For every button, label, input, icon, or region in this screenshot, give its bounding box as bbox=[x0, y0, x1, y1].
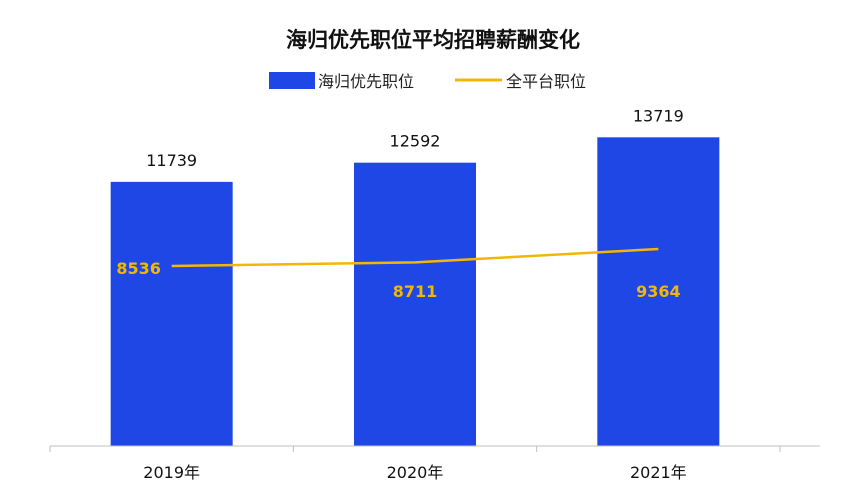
bar bbox=[354, 162, 476, 446]
line-value-label: 8711 bbox=[393, 282, 438, 301]
x-tick-label: 2021年 bbox=[630, 463, 687, 482]
line-value-label: 9364 bbox=[636, 282, 681, 301]
legend: 海归优先职位 全平台职位 bbox=[269, 72, 586, 91]
legend-label-line: 全平台职位 bbox=[506, 72, 586, 91]
data-labels: 11739 12592 13719 8536 8711 9364 bbox=[116, 106, 683, 301]
bar-value-label: 11739 bbox=[146, 151, 197, 170]
legend-swatch-bars bbox=[269, 72, 315, 89]
x-tick-label: 2019年 bbox=[143, 463, 200, 482]
line-path bbox=[171, 247, 659, 268]
bar-value-label: 13719 bbox=[633, 106, 684, 125]
bar-series bbox=[110, 137, 720, 446]
line-value-label: 8536 bbox=[116, 259, 161, 278]
bar bbox=[597, 137, 720, 446]
bar bbox=[110, 181, 233, 446]
line-series bbox=[171, 247, 659, 268]
bar-value-label: 12592 bbox=[390, 132, 441, 151]
chart-title: 海归优先职位平均招聘薪酬变化 bbox=[286, 28, 580, 52]
legend-label-bars: 海归优先职位 bbox=[318, 72, 414, 91]
x-tick-label: 2020年 bbox=[387, 463, 444, 482]
x-axis-ticks: 2019年 2020年 2021年 bbox=[49, 446, 781, 482]
